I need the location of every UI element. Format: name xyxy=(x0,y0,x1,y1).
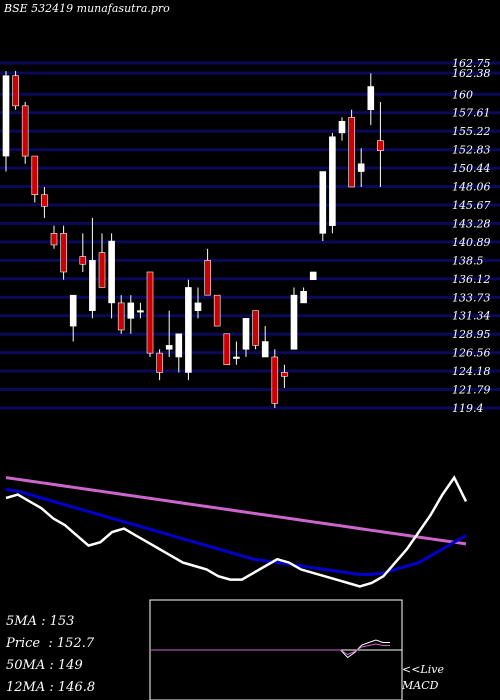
candle-up xyxy=(329,136,336,226)
gridline xyxy=(0,148,500,152)
gridline xyxy=(0,185,500,189)
candle-up xyxy=(69,294,77,327)
y-tick-label: 148.06 xyxy=(452,181,491,194)
gridline xyxy=(0,166,500,170)
candle-up xyxy=(338,120,346,134)
gridline xyxy=(0,314,500,318)
y-tick-label: 119.4 xyxy=(452,402,484,415)
candle-up xyxy=(290,294,298,350)
candle-up xyxy=(89,260,96,311)
candle-up xyxy=(242,318,250,350)
candle-down xyxy=(117,302,125,331)
gridline xyxy=(0,221,500,225)
candle-up xyxy=(194,302,202,311)
candle-down xyxy=(60,233,67,273)
macd-signal-line xyxy=(150,643,390,656)
macd-text: MACD xyxy=(402,679,439,692)
macd-panel xyxy=(149,599,403,700)
y-tick-label: 157.61 xyxy=(452,107,491,120)
candle-up xyxy=(300,291,307,304)
y-tick-label: 143.28 xyxy=(452,217,491,230)
candle-down xyxy=(41,194,48,207)
candle-up xyxy=(137,310,144,313)
candle-up xyxy=(127,302,135,319)
candle-down xyxy=(252,310,259,346)
candle-down xyxy=(223,333,231,366)
gridline xyxy=(0,406,500,410)
candle-up xyxy=(261,341,269,358)
candle-down xyxy=(21,105,29,157)
y-tick-label: 155.22 xyxy=(452,125,491,138)
gridline xyxy=(0,332,500,336)
gridline xyxy=(0,240,500,244)
y-tick-label: 131.34 xyxy=(452,310,491,323)
y-tick-label: 160 xyxy=(452,88,473,101)
candle-down xyxy=(281,372,288,377)
candles xyxy=(2,71,384,408)
macd-live-label: <<Live MACD xyxy=(402,662,444,694)
candle-down xyxy=(271,356,279,404)
long-ma-line xyxy=(5,476,467,546)
candle-up xyxy=(357,163,365,172)
gridlines xyxy=(0,61,500,410)
y-tick-label: 150.44 xyxy=(452,162,491,175)
gridline xyxy=(0,71,500,75)
y-tick-label: 162.75 xyxy=(452,57,491,70)
candle-up xyxy=(175,333,183,358)
y-tick-label: 152.83 xyxy=(452,144,491,157)
gridline xyxy=(0,203,500,207)
candle-up xyxy=(2,75,10,157)
gridline xyxy=(0,295,500,299)
candle-down xyxy=(377,140,384,151)
candle-down xyxy=(50,233,58,246)
stat-price: Price : 152.7 xyxy=(6,636,95,651)
candle-down xyxy=(79,256,87,265)
gridline xyxy=(0,351,500,355)
y-tick-label: 145.67 xyxy=(452,199,491,212)
gridline xyxy=(0,277,500,281)
y-tick-label: 138.5 xyxy=(452,254,484,267)
y-tick-label: 124.18 xyxy=(452,365,491,378)
gridline xyxy=(0,61,500,65)
y-tick-label: 136.12 xyxy=(452,273,491,286)
candle-up xyxy=(165,345,173,350)
candle-up xyxy=(233,356,240,359)
candle-down xyxy=(213,294,221,327)
gridline xyxy=(0,129,500,133)
candle-up xyxy=(185,287,192,373)
candle-up xyxy=(319,171,327,234)
y-tick-label: 162.38 xyxy=(452,67,491,80)
stat-12ma: 12MA : 146.8 xyxy=(6,680,96,695)
candle-down xyxy=(348,117,355,188)
candle-up xyxy=(108,240,115,304)
candle-down xyxy=(204,260,211,296)
indicator-lines xyxy=(5,475,468,588)
short-ma-line xyxy=(5,475,468,588)
page-title: BSE 532419 munafasutra.pro xyxy=(4,2,170,15)
candle-up xyxy=(367,86,375,111)
gridline xyxy=(0,92,500,96)
candle-down xyxy=(12,75,19,107)
candle-down xyxy=(98,252,106,288)
candle-down xyxy=(31,155,39,196)
y-tick-label: 133.73 xyxy=(452,291,491,304)
stat-5ma: 5MA : 153 xyxy=(6,614,75,629)
y-tick-label: 140.89 xyxy=(452,236,491,249)
y-tick-label: 128.95 xyxy=(452,328,491,341)
candle-up xyxy=(309,271,317,281)
candle-down xyxy=(146,271,154,354)
y-tick-label: 126.56 xyxy=(452,347,491,360)
gridline xyxy=(0,388,500,392)
candle-down xyxy=(156,352,163,373)
stat-50ma: 50MA : 149 xyxy=(6,658,83,673)
y-tick-label: 121.79 xyxy=(452,384,491,397)
gridline xyxy=(0,369,500,373)
gridline xyxy=(0,111,500,115)
live-text: <<Live xyxy=(402,663,444,676)
gridline xyxy=(0,258,500,262)
